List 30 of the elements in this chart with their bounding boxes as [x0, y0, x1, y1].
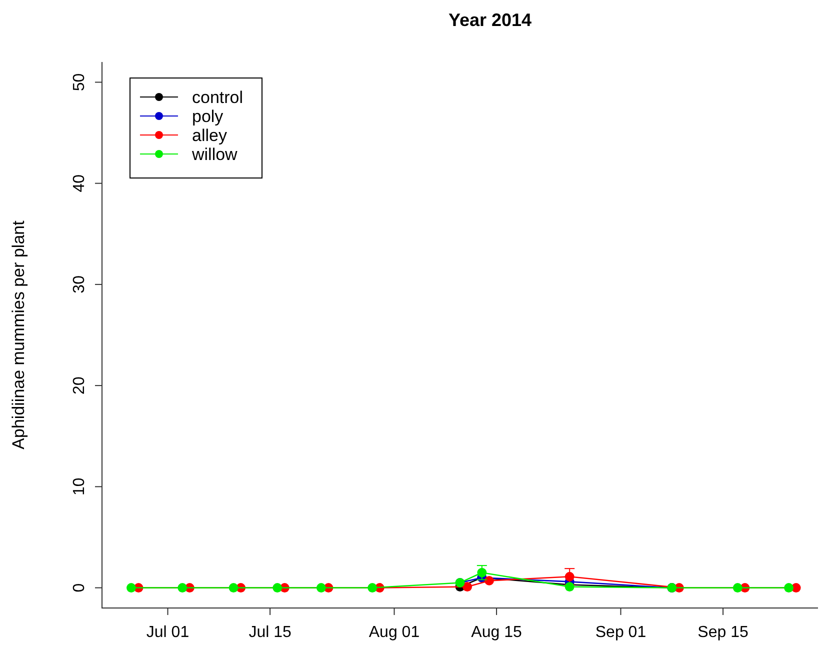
y-tick-label: 20 [71, 376, 88, 394]
y-tick-label: 0 [71, 583, 88, 592]
y-tick-label: 40 [71, 174, 88, 192]
chart-title: Year 2014 [448, 10, 532, 30]
point [316, 583, 326, 592]
y-tick-label: 30 [71, 275, 88, 294]
point [126, 583, 136, 592]
point [462, 582, 472, 592]
x-tick-label: Jul 15 [248, 624, 292, 641]
point [564, 572, 574, 582]
point [477, 568, 487, 578]
point [732, 583, 742, 592]
x-tick-label: Jul 01 [146, 624, 190, 641]
y-tick-label: 50 [71, 73, 88, 92]
x-tick-label: Aug 01 [368, 624, 420, 641]
y-axis-title: Aphidiinae mummies per plant [9, 220, 28, 450]
point [484, 576, 494, 586]
legend-label: willow [191, 145, 238, 164]
legend-label: control [192, 88, 244, 107]
legend-label: poly [192, 107, 224, 126]
point [272, 583, 282, 592]
point [784, 583, 794, 592]
legend-label: alley [192, 126, 228, 145]
point [178, 583, 188, 592]
x-tick-label: Sep 15 [698, 624, 748, 641]
point [228, 583, 238, 592]
point [368, 583, 378, 592]
x-tick-label: Aug 15 [471, 624, 522, 641]
y-tick-label: 10 [71, 478, 88, 496]
x-tick-label: Sep 01 [595, 624, 646, 641]
